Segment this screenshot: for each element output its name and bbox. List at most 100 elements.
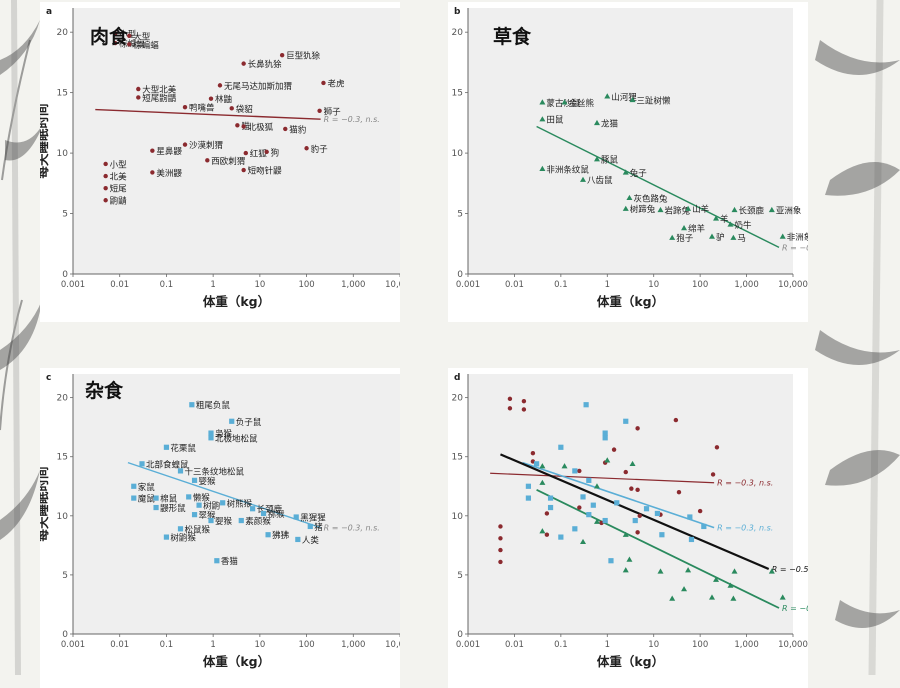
panel-letter-omnivore: c: [46, 373, 51, 383]
data-point-herbivore-herbivore-15: [768, 206, 775, 213]
fit-line-herbivore-0: [536, 125, 780, 249]
y-axis-label-carnivore: 每天睡眠时间: [40, 103, 50, 178]
data-point-herbivore-herbivore-11: [622, 205, 629, 211]
fit-line-omnivore-0: [127, 461, 321, 529]
data-point-all-omnivore-0: [583, 402, 589, 408]
data-point-all-carnivore-2: [521, 398, 527, 404]
data-point-all-carnivore-27: [498, 547, 503, 553]
point-label-omnivore-19: 婴猴: [215, 516, 233, 527]
data-point-carnivore-carnivore-24: [103, 161, 108, 167]
point-label-omnivore-26: 香猫: [221, 556, 239, 567]
data-point-herbivore-herbivore-13: [685, 205, 692, 211]
point-label-omnivore-16: 翠猴: [199, 510, 217, 521]
y-tick-label-omnivore-4: 20: [57, 394, 69, 404]
data-point-carnivore-carnivore-14: [235, 123, 240, 128]
data-point-carnivore-carnivore-15: [241, 124, 246, 129]
data-point-all-herbivore-20: [669, 595, 676, 601]
data-point-carnivore-carnivore-10: [208, 96, 214, 101]
data-point-all-carnivore-14: [629, 486, 634, 491]
data-point-herbivore-herbivore-19: [779, 233, 786, 239]
data-point-all-herbivore-11: [622, 567, 629, 573]
fit-annotation-herbivore-0: R = −0.8, p<0.001: [782, 243, 808, 252]
data-point-omnivore-omnivore-14: [220, 500, 226, 506]
y-tick-label-herbivore-2: 10: [452, 149, 464, 159]
point-label-herbivore-20: 狍子: [676, 233, 694, 244]
data-point-all-carnivore-11: [577, 468, 582, 474]
data-point-omnivore-omnivore-8: [131, 483, 137, 489]
data-point-all-omnivore-22: [572, 526, 578, 532]
data-point-carnivore-carnivore-19: [243, 150, 248, 156]
data-point-herbivore-herbivore-3: [561, 99, 568, 105]
x-tick-label-carnivore-5: 100: [298, 280, 314, 290]
data-point-omnivore-omnivore-20: [238, 517, 244, 524]
point-label-omnivore-14: 树熊猴: [227, 498, 253, 509]
panel-letter-carnivore: a: [46, 7, 52, 17]
data-point-herbivore-herbivore-16: [713, 215, 720, 221]
x-tick-label-all-4: 10: [648, 640, 659, 650]
point-label-omnivore-20: 素颜猴: [245, 516, 271, 527]
point-label-omnivore-11: 懒猴: [193, 492, 211, 503]
x-tick-label-carnivore-4: 10: [254, 280, 265, 290]
data-point-all-omnivore-10: [547, 495, 554, 501]
point-label-herbivore-5: 龙猫: [601, 118, 619, 129]
data-point-carnivore-carnivore-6: [321, 80, 326, 86]
data-point-herbivore-herbivore-0: [604, 93, 611, 99]
data-point-all-carnivore-17: [577, 505, 582, 510]
point-label-omnivore-1: 负子鼠: [236, 417, 262, 428]
data-point-all-omnivore-21: [701, 523, 707, 530]
y-tick-label-herbivore-0: 0: [457, 270, 463, 280]
point-label-herbivore-6: 豚鼠: [601, 155, 619, 166]
point-label-herbivore-9: 八齿鼠: [587, 175, 613, 186]
x-tick-label-herbivore-3: 1: [605, 280, 610, 290]
x-tick-label-carnivore-0: 0.001: [61, 280, 85, 290]
data-point-all-herbivore-6: [593, 518, 600, 524]
plot-area-omnivore: [73, 374, 400, 634]
point-label-carnivore-10: 林鼬: [215, 94, 232, 105]
chart-title-herbivore: 草食: [493, 26, 532, 48]
data-point-herbivore-herbivore-8: [622, 169, 629, 175]
point-label-herbivore-8: 兔子: [630, 168, 648, 179]
point-label-carnivore-9: 短尾鼩鼱: [142, 93, 177, 104]
data-point-carnivore-carnivore-8: [136, 86, 141, 92]
plot-area-carnivore: [73, 8, 400, 274]
data-point-carnivore-carnivore-21: [304, 146, 309, 151]
chart-svg-omnivore: c 0 5 10 15 20 0.001 0.01 0.1 1 10 100 1,000 10,000 体重…: [40, 373, 400, 669]
data-point-omnivore-omnivore-6: [177, 468, 184, 474]
data-point-all-omnivore-16: [586, 512, 592, 518]
x-tick-label-all-2: 0.1: [554, 640, 568, 650]
data-point-all-carnivore-23: [635, 530, 640, 535]
data-point-carnivore-carnivore-13: [317, 108, 322, 113]
point-label-omnivore-9: 魔鼠: [138, 494, 156, 505]
data-point-all-omnivore-5: [533, 461, 540, 467]
data-point-all-omnivore-3: [602, 435, 608, 441]
data-point-all-omnivore-15: [643, 506, 650, 512]
data-point-carnivore-carnivore-22: [205, 158, 210, 163]
chart-panel-herbivore: b 0 5 10 15 20 0.001 0.01 0.1 1 10 100 1,000 10,000 体重…: [448, 2, 808, 322]
x-tick-label-carnivore-7: 10,000: [385, 280, 400, 290]
x-tick-label-carnivore-6: 1,000: [341, 280, 365, 290]
point-label-herbivore-13: 山羊: [692, 204, 710, 215]
x-axis-label-omnivore: 体重（kg）: [203, 654, 270, 669]
data-point-herbivore-herbivore-4: [539, 116, 546, 122]
data-point-all-omnivore-2: [602, 430, 608, 436]
data-point-carnivore-carnivore-11: [182, 104, 188, 110]
x-tick-label-omnivore-1: 0.01: [110, 640, 129, 650]
plot-area-herbivore: [468, 8, 793, 274]
point-label-herbivore-1: 三趾树懒: [637, 95, 672, 106]
x-tick-label-carnivore-3: 1: [210, 280, 215, 290]
point-label-carnivore-23: 短吻针鼹: [248, 166, 283, 177]
point-label-carnivore-2: 大型: [133, 31, 151, 42]
point-label-herbivore-22: 马: [737, 234, 746, 244]
point-label-herbivore-4: 田鼠: [546, 115, 564, 126]
data-point-herbivore-herbivore-9: [580, 176, 587, 182]
data-point-all-herbivore-12: [657, 568, 664, 574]
point-label-herbivore-17: 奶牛: [734, 220, 752, 231]
data-point-carnivore-carnivore-2: [127, 33, 132, 39]
x-tick-label-all-1: 0.01: [505, 640, 524, 650]
point-label-herbivore-11: 树蹄兔: [630, 204, 656, 215]
data-point-all-herbivore-5: [593, 483, 600, 489]
data-point-omnivore-omnivore-21: [307, 523, 313, 530]
point-label-carnivore-24: 小型: [110, 159, 128, 170]
point-label-omnivore-4: 花栗鼠: [170, 443, 196, 454]
data-point-carnivore-carnivore-0: [112, 31, 118, 36]
